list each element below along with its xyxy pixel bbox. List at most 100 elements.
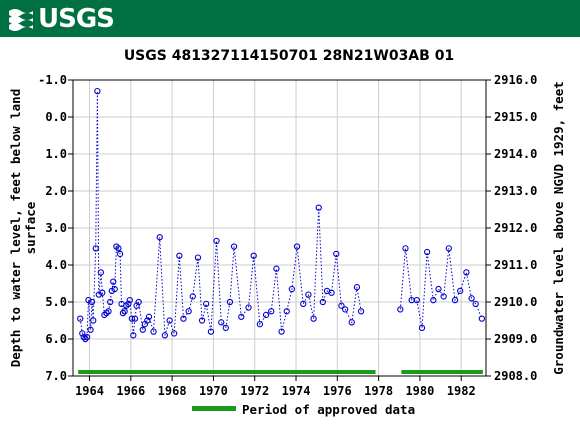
data-point-0-57 — [238, 313, 245, 320]
data-point-0-48 — [194, 254, 202, 261]
data-point-1-13 — [468, 295, 475, 302]
y-left-tick-label-3: 2.0 — [45, 184, 67, 198]
data-point-0-58 — [245, 304, 252, 311]
x-tick-label-5: 1974 — [282, 384, 311, 398]
data-point-0-56 — [230, 243, 238, 250]
data-point-0-67 — [293, 243, 301, 250]
data-point-0-59 — [250, 252, 257, 259]
data-point-0-32 — [131, 315, 139, 322]
data-point-0-45 — [180, 315, 187, 322]
data-point-0-10 — [94, 87, 101, 95]
x-tick-label-0: 1964 — [75, 384, 104, 398]
usgs-logo[interactable]: USGS — [8, 4, 115, 34]
data-point-0-75 — [333, 250, 340, 258]
x-tick-label-7: 1978 — [364, 384, 393, 398]
data-point-1-3 — [413, 296, 420, 304]
data-point-0-43 — [171, 330, 178, 337]
y-right-tick-label-8: 2908.0 — [494, 369, 537, 383]
approved-period-bar-1 — [401, 370, 483, 374]
data-point-0-1 — [79, 330, 86, 337]
data-point-0-12 — [97, 269, 105, 276]
data-point-0-31 — [130, 332, 137, 339]
data-point-0-79 — [353, 284, 361, 291]
data-point-1-4 — [418, 324, 426, 332]
y-right-tick-label-1: 2915.0 — [494, 110, 537, 124]
data-point-0-9 — [92, 245, 99, 252]
y-left-tick-label-7: 6.0 — [45, 332, 67, 346]
x-tick-label-4: 1972 — [240, 384, 269, 398]
y-right-tick-label-4: 2912.0 — [494, 221, 537, 235]
data-point-0-49 — [198, 317, 206, 324]
data-point-0-20 — [111, 285, 118, 293]
data-point-0-11 — [95, 291, 102, 298]
data-point-0-71 — [315, 204, 322, 211]
data-point-0-66 — [288, 285, 296, 293]
data-point-0-63 — [273, 265, 280, 272]
data-point-1-6 — [430, 296, 437, 304]
data-point-0-61 — [262, 311, 270, 319]
y-left-tick-label-6: 5.0 — [45, 295, 67, 309]
data-point-1-7 — [435, 285, 442, 293]
x-tick-label-2: 1968 — [158, 384, 187, 398]
y-right-tick-label-0: 2916.0 — [494, 73, 537, 87]
y-right-tick-label-5: 2911.0 — [494, 258, 537, 272]
approved-period-bar-0 — [78, 370, 376, 374]
data-point-0-8 — [90, 317, 97, 324]
y-right-tick-label-6: 2910.0 — [494, 295, 537, 309]
data-point-0-23 — [116, 250, 124, 258]
water-level-series — [77, 87, 486, 343]
x-tick-label-6: 1976 — [323, 384, 352, 398]
data-point-0-50 — [203, 300, 210, 307]
x-tick-label-1: 1966 — [116, 384, 145, 398]
data-point-0-72 — [319, 298, 327, 306]
data-point-0-4 — [83, 333, 91, 341]
data-point-0-22 — [115, 245, 122, 252]
data-point-0-35 — [139, 326, 146, 333]
y-left-tick-label-2: 1.0 — [45, 147, 67, 161]
data-point-0-13 — [99, 289, 106, 296]
data-point-0-42 — [166, 317, 173, 324]
data-point-0-60 — [256, 321, 264, 328]
data-point-0-52 — [213, 237, 220, 245]
data-point-1-15 — [478, 315, 486, 322]
data-point-0-40 — [156, 234, 163, 241]
data-point-0-55 — [226, 298, 234, 306]
x-tick-label-3: 1970 — [199, 384, 228, 398]
y-left-tick-label-0: -1.0 — [38, 73, 67, 87]
y-right-tick-label-3: 2913.0 — [494, 184, 537, 198]
data-point-0-5 — [85, 296, 92, 304]
data-point-1-9 — [445, 245, 452, 252]
chart-title: USGS 481327114150701 28N21W03AB 01 — [124, 48, 454, 64]
data-point-0-39 — [150, 328, 157, 335]
legend: Period of approved data — [192, 402, 415, 417]
data-point-0-25 — [119, 309, 127, 317]
data-point-1-5 — [423, 248, 431, 256]
data-point-0-68 — [300, 300, 307, 307]
data-point-0-76 — [338, 302, 345, 309]
data-point-1-0 — [397, 306, 404, 313]
data-point-1-1 — [402, 245, 409, 252]
series-line-segment-0 — [79, 91, 362, 340]
data-point-0-16 — [105, 308, 112, 315]
data-point-0-69 — [305, 291, 312, 298]
data-point-0-62 — [268, 308, 275, 315]
data-point-0-6 — [87, 326, 94, 333]
data-point-0-41 — [161, 332, 169, 339]
data-point-0-64 — [278, 328, 285, 335]
data-point-0-47 — [189, 293, 196, 300]
data-point-1-11 — [457, 287, 464, 295]
groundwater-chart: USGS 481327114150701 28N21W03AB 01 1964 1… — [8, 48, 566, 417]
data-point-0-34 — [135, 298, 142, 306]
data-point-0-78 — [348, 319, 355, 326]
legend-label: Period of approved data — [242, 402, 415, 417]
y-right-tick-label-2: 2914.0 — [494, 147, 537, 161]
axis-ticks: 1964 1966 1968 1970 1972 1974 1976 1978 1980 1982… — [38, 73, 537, 398]
data-point-0-44 — [176, 252, 183, 259]
usgs-wave-logo-icon — [9, 8, 33, 31]
y-left-tick-label-1: 0.0 — [45, 110, 67, 124]
data-point-1-12 — [463, 269, 470, 276]
data-point-0-77 — [342, 306, 349, 313]
data-point-0-46 — [185, 308, 192, 315]
data-point-0-30 — [128, 315, 136, 322]
data-point-0-3 — [82, 335, 89, 343]
